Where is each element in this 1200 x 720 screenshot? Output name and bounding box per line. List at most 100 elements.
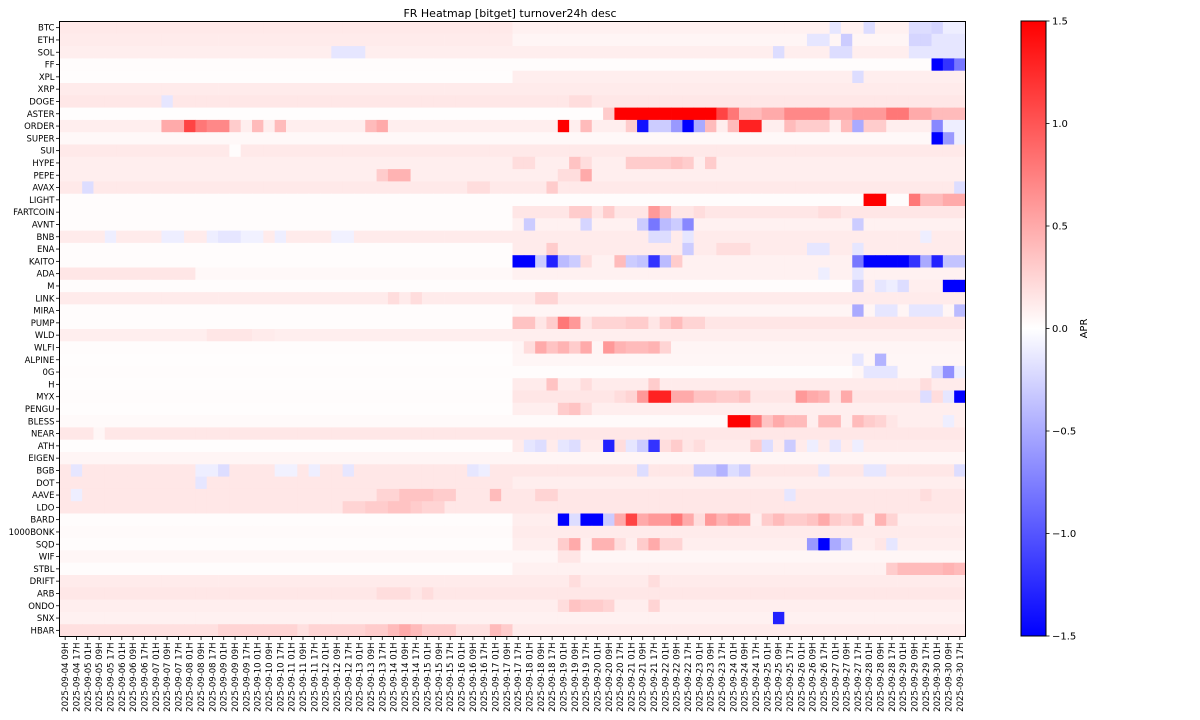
heatmap-cell xyxy=(795,230,808,244)
heatmap-cell xyxy=(444,513,457,527)
heatmap-cell xyxy=(297,390,310,404)
heatmap-cell xyxy=(852,144,864,158)
heatmap-cell xyxy=(399,575,411,588)
heatmap-cell xyxy=(444,119,457,133)
heatmap-cell xyxy=(761,464,774,477)
heatmap-cell xyxy=(591,501,604,514)
heatmap-cell xyxy=(535,316,547,330)
heatmap-cell xyxy=(840,562,853,576)
heatmap-cell xyxy=(614,439,627,453)
heatmap-cell xyxy=(863,95,876,108)
heatmap-cell xyxy=(104,550,117,564)
heatmap-cell xyxy=(455,452,468,465)
heatmap-cell xyxy=(218,365,230,379)
heatmap-cell xyxy=(433,70,445,84)
heatmap-cell xyxy=(739,476,751,490)
heatmap-cell xyxy=(795,58,808,72)
heatmap-cell xyxy=(614,329,627,342)
heatmap-cell xyxy=(444,402,457,416)
heatmap-cell xyxy=(444,267,457,281)
heatmap-cell xyxy=(263,538,276,551)
heatmap-cell xyxy=(705,21,717,35)
heatmap-cell xyxy=(637,242,649,256)
heatmap-cell xyxy=(387,316,400,330)
heatmap-cell xyxy=(546,488,559,502)
heatmap-cell xyxy=(353,575,366,588)
heatmap-cell xyxy=(342,58,355,72)
heatmap-cell xyxy=(218,304,230,318)
heatmap-cell xyxy=(467,95,479,108)
heatmap-cell xyxy=(138,21,151,35)
heatmap-cell xyxy=(489,107,502,121)
heatmap-cell xyxy=(716,304,729,318)
heatmap-cell xyxy=(365,255,377,268)
heatmap-cell xyxy=(342,341,355,354)
colorbar-ticks: 1.51.00.50.0−0.5−1.0−1.5 xyxy=(1046,17,1076,643)
heatmap-cell xyxy=(637,33,649,47)
heatmap-cell xyxy=(365,550,377,564)
heatmap-cell xyxy=(886,464,898,477)
heatmap-cell xyxy=(569,624,581,637)
heatmap-cell xyxy=(682,452,695,465)
colorbar-tick-label: 0.0 xyxy=(1052,324,1068,335)
heatmap-cell xyxy=(863,107,876,121)
heatmap-cell xyxy=(942,58,955,72)
heatmap-cell xyxy=(342,402,355,416)
heatmap-cell xyxy=(455,144,468,158)
heatmap-cell xyxy=(637,70,649,84)
heatmap-cell xyxy=(546,402,559,416)
heatmap-cell xyxy=(614,341,627,354)
heatmap-cell xyxy=(82,390,94,404)
heatmap-cell xyxy=(331,501,344,514)
heatmap-cell xyxy=(263,206,276,219)
heatmap-cell xyxy=(727,390,740,404)
heatmap-cell xyxy=(433,132,445,145)
heatmap-cell xyxy=(569,95,581,108)
heatmap-cell xyxy=(138,304,151,318)
heatmap-cell xyxy=(931,464,944,477)
column-label: 2025-09-21 01H xyxy=(627,643,637,712)
heatmap-cell xyxy=(535,513,547,527)
heatmap-cell xyxy=(410,464,423,477)
heatmap-cell xyxy=(671,279,683,293)
heatmap-cell xyxy=(693,624,706,637)
heatmap-cell xyxy=(908,599,921,613)
heatmap-cell xyxy=(342,156,355,170)
heatmap-cell xyxy=(59,33,72,47)
heatmap-cell xyxy=(750,599,763,613)
heatmap-cell xyxy=(240,378,253,391)
heatmap-cell xyxy=(682,107,695,121)
heatmap-cell xyxy=(297,107,310,121)
heatmap-cell xyxy=(659,378,672,391)
heatmap-cell xyxy=(874,316,887,330)
heatmap-cell xyxy=(603,501,615,514)
heatmap-cell xyxy=(138,587,151,600)
heatmap-cell xyxy=(739,58,751,72)
heatmap-cell xyxy=(286,255,298,268)
heatmap-cell xyxy=(614,70,627,84)
heatmap-cell xyxy=(931,587,944,600)
heatmap-cell xyxy=(818,21,830,35)
heatmap-cell xyxy=(750,611,763,625)
heatmap-cell xyxy=(229,341,242,354)
heatmap-cell xyxy=(523,599,536,613)
heatmap-cell xyxy=(625,329,638,342)
heatmap-cell xyxy=(591,316,604,330)
heatmap-cell xyxy=(353,378,366,391)
heatmap-cell xyxy=(93,144,106,158)
heatmap-cell xyxy=(240,267,253,281)
heatmap-cell xyxy=(614,169,627,182)
heatmap-cell xyxy=(444,218,457,231)
heatmap-cell xyxy=(705,181,717,195)
heatmap-cell xyxy=(897,292,910,305)
heatmap-cell xyxy=(852,378,864,391)
heatmap-cell xyxy=(286,513,298,527)
heatmap-cell xyxy=(206,292,219,305)
heatmap-cell xyxy=(195,70,208,84)
heatmap-cell xyxy=(727,83,740,96)
heatmap-cell xyxy=(286,587,298,600)
heatmap-cell xyxy=(535,464,547,477)
heatmap-cell xyxy=(603,107,615,121)
heatmap-cell xyxy=(840,132,853,145)
heatmap-cell xyxy=(455,476,468,490)
